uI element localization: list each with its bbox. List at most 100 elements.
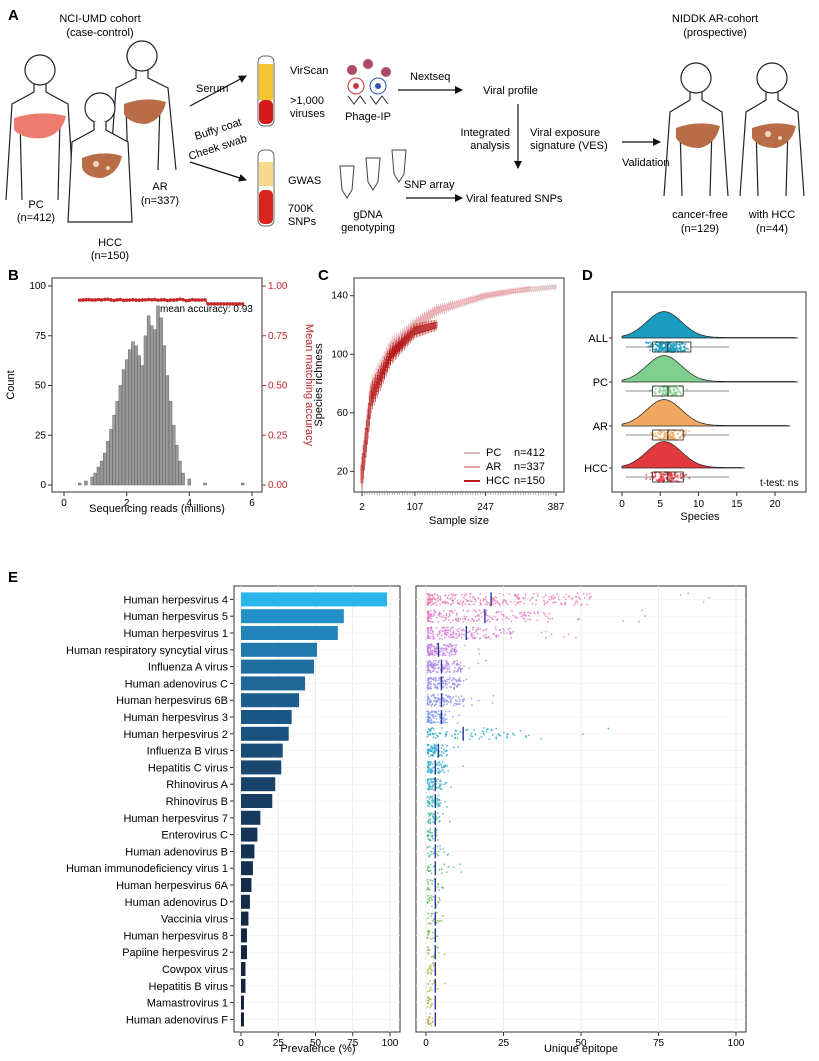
epitope-point [440,750,443,753]
cancer-free-label: cancer-free [672,209,728,221]
box [396,342,400,353]
epitope-point [540,737,543,740]
prevalence-bar [241,794,273,808]
epitope-point [447,662,450,665]
epitope-point [428,785,431,788]
epitope-point [440,647,442,650]
epitope-point [475,630,477,633]
epitope-point [433,683,435,685]
accuracy-trace [77,297,245,306]
epitope-point [458,714,461,717]
epitope-point [479,599,482,602]
accuracy-point [81,298,85,302]
epitope-point [456,722,459,724]
prevalence-bar [241,609,344,624]
epitope-point [442,654,445,657]
epitope-point [446,664,448,667]
epitope-point [442,696,444,699]
epitope-point [432,597,434,600]
epitope-point [489,637,492,640]
epitope-point [465,729,467,731]
epitope-point [438,653,441,656]
epitope-point [535,599,538,602]
serum-label: Serum [196,83,228,95]
epitope-point [460,695,463,698]
epitope-point [429,964,432,966]
epitope-point [459,664,462,667]
epitope-point [436,633,439,636]
epitope-point [436,643,438,645]
epitope-point [492,603,494,606]
box [403,336,406,346]
epitope-point [431,749,434,752]
epitope-point [440,919,443,922]
epitope-point [445,733,448,736]
epitope-point [459,600,462,603]
epitope-point [451,611,454,614]
epitope-point [442,716,445,719]
epitope-point [452,602,455,605]
epitope-point [547,617,550,619]
epitope-point [449,697,452,700]
epitope-point [492,600,495,603]
epitope-point [436,845,439,848]
epitope-point [455,680,458,683]
accuracy-point [222,302,226,306]
epitope-point [432,747,435,750]
epitope-point [438,631,440,633]
epitope-point [460,633,463,636]
snps-line1: 700K [288,203,314,215]
epitope-point [442,650,445,653]
sample-point [661,477,664,480]
epitope-point [485,610,488,612]
box [368,403,371,419]
epitope-point [462,679,465,682]
epitope-point [439,732,442,735]
epitope-point [428,967,431,970]
epitope-point [430,780,432,783]
epitope-point [484,596,487,598]
epitope-point [429,1006,432,1009]
y-tick-label: 50 [35,381,47,392]
epitope-point [444,602,447,604]
epitope-point [485,730,488,733]
sample-point [673,390,676,393]
sample-point [654,474,657,477]
epitope-point [439,595,442,598]
epitope-point [428,866,431,869]
panel-d-label: D [582,267,593,284]
legend-n: n=150 [514,475,545,487]
epitope-point [429,699,432,702]
epitope-point [453,644,456,647]
epitope-point [428,930,431,933]
x-tick-label: 75 [347,1038,359,1049]
epitope-point [450,679,453,682]
sample-point [673,343,676,346]
virus-label: Human adenovirus D [125,897,228,909]
epitope-point [427,822,430,824]
epitope-point [431,694,434,696]
epitope-point [475,610,478,613]
epitope-point [454,666,456,669]
epitope-point [452,632,455,635]
accuracy-point [90,298,94,302]
epitope-point [456,700,458,703]
group-label: AR [593,421,608,433]
accuracy-point [96,297,101,302]
epitope-point [485,614,488,616]
epitope-point [463,593,466,596]
sample-point [659,345,662,348]
epitope-point [464,603,467,606]
epitope-point [451,735,453,737]
epitope-point [447,700,450,703]
epitope-point [449,597,452,600]
virus-label: Influenza A virus [148,662,229,674]
epitope-point [503,629,505,632]
epitope-point [472,637,474,640]
niddk-title: NIDDK AR-cohort [672,13,758,25]
virus-label: Human herpesvirus 7 [123,813,228,825]
epitope-point [457,630,460,633]
epitope-point [430,680,432,683]
accuracy-point [187,298,192,303]
accuracy-point [203,298,207,302]
